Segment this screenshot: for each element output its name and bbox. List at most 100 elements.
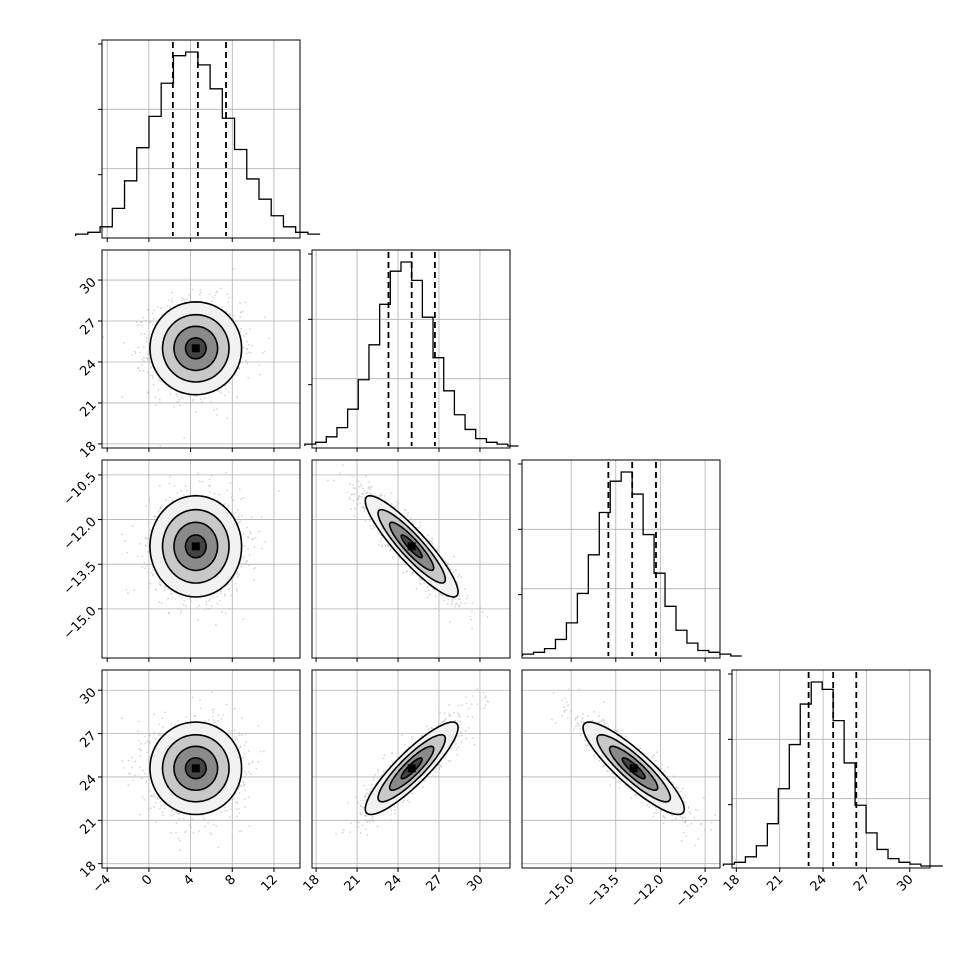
scatter-point	[375, 494, 377, 497]
scatter-point	[212, 719, 215, 721]
scatter-point	[192, 288, 194, 291]
scatter-point	[127, 772, 130, 775]
scatter-point	[203, 608, 206, 611]
scatter-point	[210, 709, 213, 712]
scatter-point	[178, 398, 181, 401]
scatter-point	[242, 496, 245, 499]
scatter-point	[143, 798, 146, 801]
scatter-point	[419, 524, 422, 527]
scatter-point	[238, 368, 241, 371]
scatter-point	[441, 594, 444, 596]
scatter-point	[196, 606, 199, 609]
scatter-point	[426, 596, 429, 599]
scatter-point	[211, 690, 214, 693]
scatter-point	[248, 564, 250, 567]
scatter-point	[127, 759, 130, 762]
contour-line-1	[364, 495, 459, 598]
scatter-point	[153, 713, 155, 716]
scatter-point	[212, 711, 215, 714]
scatter-point	[360, 485, 363, 488]
scatter-point	[260, 547, 263, 550]
scatter-point	[144, 567, 146, 570]
scatter-point	[449, 620, 451, 623]
scatter-point	[127, 592, 129, 594]
scatter-point	[387, 544, 389, 547]
scatter-point	[459, 598, 461, 601]
scatter-point	[159, 507, 162, 509]
scatter-point	[277, 490, 280, 493]
scatter-point	[247, 536, 249, 539]
scatter-point	[149, 582, 152, 585]
density-peak	[191, 344, 200, 353]
scatter-point	[225, 310, 228, 313]
scatter-point	[251, 345, 253, 347]
scatter-point	[258, 530, 261, 533]
scatter-point	[479, 606, 482, 609]
scatter-point	[160, 307, 163, 309]
scatter-point	[240, 515, 243, 517]
scatter-point	[431, 540, 434, 543]
scatter-point	[176, 492, 179, 494]
scatter-point	[436, 549, 439, 552]
scatter-point	[243, 752, 246, 755]
scatter-point	[137, 346, 139, 349]
scatter-point	[143, 561, 146, 564]
histogram-step	[722, 681, 943, 867]
scatter-point	[185, 716, 187, 718]
scatter-point	[263, 350, 266, 353]
scatter-point	[195, 395, 198, 398]
scatter-point	[245, 518, 248, 521]
scatter-point	[355, 518, 358, 521]
scatter-point	[131, 525, 134, 528]
scatter-point	[363, 507, 366, 510]
scatter-point	[148, 809, 151, 812]
scatter-point	[224, 809, 227, 812]
scatter-point	[243, 744, 246, 747]
histogram-panel-2	[304, 249, 519, 449]
contour-line-2	[377, 508, 447, 584]
scatter-point	[240, 565, 243, 568]
panel-content	[102, 267, 271, 447]
scatter-point	[220, 589, 223, 591]
scatter-point	[390, 503, 393, 505]
scatter-point	[245, 352, 248, 355]
scatter-point	[223, 595, 226, 597]
scatter-point	[158, 581, 161, 584]
contour-line-2	[161, 313, 230, 383]
scatter-point	[210, 605, 213, 608]
scatter-point	[457, 576, 460, 579]
scatter-point	[431, 542, 434, 545]
scatter-point	[418, 526, 421, 529]
scatter-point	[152, 383, 155, 386]
scatter-point	[142, 369, 145, 372]
scatter-point	[175, 393, 178, 396]
scatter-point	[198, 480, 201, 483]
scatter-point	[134, 352, 137, 355]
scatter-point	[450, 600, 453, 603]
scatter-point	[359, 502, 362, 505]
scatter-point	[175, 822, 178, 825]
scatter-point	[147, 392, 149, 395]
scatter-point	[212, 708, 215, 710]
scatter-point	[486, 616, 489, 618]
scatter-point	[198, 830, 200, 833]
scatter-point	[216, 595, 219, 598]
scatter-point	[190, 826, 193, 829]
scatter-point	[159, 734, 162, 737]
scatter-point	[233, 707, 236, 710]
scatter-point	[228, 587, 231, 590]
scatter-point	[160, 314, 163, 316]
scatter-point	[198, 293, 201, 296]
scatter-point	[481, 610, 484, 613]
scatter-point	[383, 495, 386, 497]
scatter-point	[384, 544, 387, 547]
scatter-point	[242, 618, 245, 621]
scatter-point	[148, 498, 151, 501]
scatter-point	[137, 555, 139, 558]
scatter-point	[192, 832, 195, 834]
scatter-point	[156, 306, 159, 309]
scatter-point	[352, 499, 355, 502]
scatter-point	[149, 741, 152, 743]
scatter-point	[471, 610, 474, 613]
scatter-point	[221, 305, 224, 308]
